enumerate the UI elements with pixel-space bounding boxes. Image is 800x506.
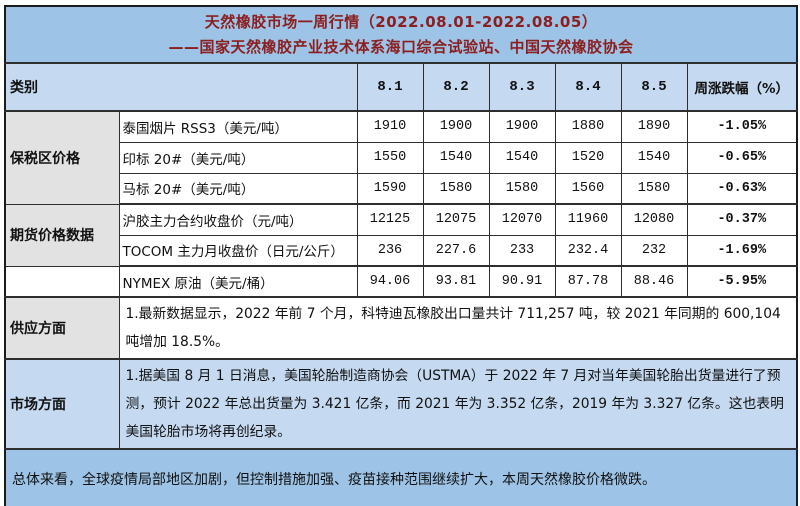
change-header: 周涨跌幅（%） <box>686 62 798 112</box>
price-cell: 1580 <box>488 172 556 205</box>
price-cell: 1580 <box>422 172 490 205</box>
item-label: TOCOM 主力月收盘价（日元/公斤） <box>118 234 358 267</box>
summary-row: 总体来看，全球疫情局部地区加剧，但控制措施加强、疫苗接种范围继续扩大，本周天然橡… <box>4 448 798 506</box>
price-cell: 1900 <box>488 110 556 143</box>
date-header-4: 8.5 <box>620 62 688 112</box>
change-cell: -0.65% <box>686 141 798 174</box>
price-cell: 233 <box>488 234 556 267</box>
table-row: TOCOM 主力月收盘价（日元/公斤） 236 227.6 233 232.4 … <box>5 234 798 267</box>
change-cell: -0.37% <box>686 203 798 236</box>
page-subtitle: ——国家天然橡胶产业技术体系海口综合试验站、中国天然橡胶协会 <box>168 37 634 56</box>
group-label-futures: 期货价格数据 <box>4 203 120 267</box>
price-cell: 227.6 <box>422 234 490 267</box>
price-cell: 12075 <box>422 203 490 236</box>
price-cell: 12125 <box>356 203 424 236</box>
table-row: 保税区价格 泰国烟片 RSS3（美元/吨） 1910 1900 1900 188… <box>4 110 798 205</box>
price-cell: 1880 <box>554 110 622 143</box>
supply-text: 1.最新数据显示，2022 年前 7 个月，科特迪瓦橡胶出口量共计 711,25… <box>118 296 798 360</box>
page-title: 天然橡胶市场一周行情（2022.08.01-2022.08.05） <box>204 12 598 31</box>
item-label: 马标 20#（美元/吨） <box>118 172 358 205</box>
item-label: NYMEX 原油（美元/桶） <box>118 265 358 298</box>
item-label: 泰国烟片 RSS3（美元/吨） <box>118 110 358 143</box>
summary-text: 总体来看，全球疫情局部地区加剧，但控制措施加强、疫苗接种范围继续扩大，本周天然橡… <box>4 448 798 506</box>
table-row: NYMEX 原油（美元/桶） 94.06 93.81 90.91 87.78 8… <box>4 265 798 298</box>
date-header-2: 8.3 <box>488 62 556 112</box>
price-cell: 94.06 <box>356 265 424 298</box>
item-label: 印标 20#（美元/吨） <box>118 141 358 174</box>
price-cell: 1560 <box>554 172 622 205</box>
item-label: 沪胶主力合约收盘价（元/吨） <box>118 203 358 236</box>
group-label-bonded: 保税区价格 <box>4 110 120 205</box>
title-row: 天然橡胶市场一周行情（2022.08.01-2022.08.05） ——国家天然… <box>4 5 798 64</box>
date-header-1: 8.2 <box>422 62 490 112</box>
price-cell: 12070 <box>488 203 556 236</box>
change-cell: -5.95% <box>686 265 798 298</box>
header-row: 类别 8.1 8.2 8.3 8.4 8.5 周涨跌幅（%） <box>4 62 798 112</box>
price-cell: 1900 <box>422 110 490 143</box>
change-cell: -1.69% <box>686 234 798 267</box>
table-row: 印标 20#（美元/吨） 1550 1540 1540 1520 1540 -0… <box>5 141 798 174</box>
price-cell: 88.46 <box>620 265 688 298</box>
supply-label: 供应方面 <box>4 296 120 360</box>
market-text: 1.据美国 8 月 1 日消息，美国轮胎制造商协会（USTMA）于 2022 年… <box>118 358 798 450</box>
price-cell: 90.91 <box>488 265 556 298</box>
market-label: 市场方面 <box>4 358 120 450</box>
price-cell: 11960 <box>554 203 622 236</box>
price-cell: 1910 <box>356 110 424 143</box>
price-cell: 1540 <box>620 141 688 174</box>
title-cell: 天然橡胶市场一周行情（2022.08.01-2022.08.05） ——国家天然… <box>4 5 798 64</box>
empty-group-cell <box>4 265 120 298</box>
price-cell: 93.81 <box>422 265 490 298</box>
change-cell: -1.05% <box>686 110 798 143</box>
date-header-0: 8.1 <box>356 62 424 112</box>
price-cell: 236 <box>356 234 424 267</box>
price-cell: 12080 <box>620 203 688 236</box>
price-cell: 1890 <box>620 110 688 143</box>
price-cell: 87.78 <box>554 265 622 298</box>
price-cell: 1540 <box>422 141 490 174</box>
market-row: 市场方面 1.据美国 8 月 1 日消息，美国轮胎制造商协会（USTMA）于 2… <box>4 358 798 450</box>
change-cell: -0.63% <box>686 172 798 205</box>
price-cell: 1590 <box>356 172 424 205</box>
price-cell: 1540 <box>488 141 556 174</box>
price-cell: 232.4 <box>554 234 622 267</box>
table-row: 马标 20#（美元/吨） 1590 1580 1580 1560 1580 -0… <box>5 172 798 205</box>
price-cell: 232 <box>620 234 688 267</box>
date-header-3: 8.4 <box>554 62 622 112</box>
price-cell: 1550 <box>356 141 424 174</box>
table-row: 期货价格数据 沪胶主力合约收盘价（元/吨） 12125 12075 12070 … <box>4 203 798 267</box>
category-header: 类别 <box>4 62 358 112</box>
price-cell: 1580 <box>620 172 688 205</box>
supply-row: 供应方面 1.最新数据显示，2022 年前 7 个月，科特迪瓦橡胶出口量共计 7… <box>4 296 798 360</box>
rubber-market-table: 天然橡胶市场一周行情（2022.08.01-2022.08.05） ——国家天然… <box>4 5 799 506</box>
price-cell: 1520 <box>554 141 622 174</box>
